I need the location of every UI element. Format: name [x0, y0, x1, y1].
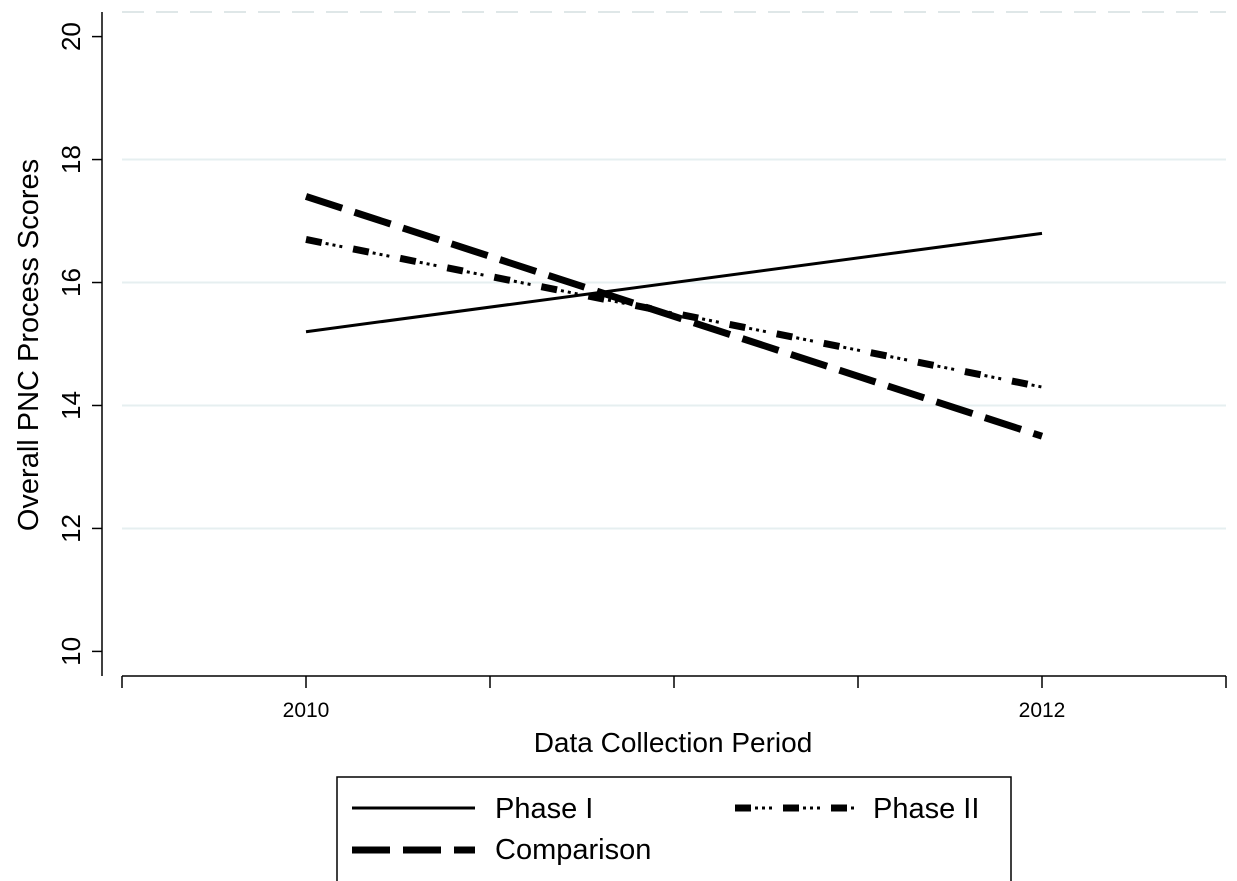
series-line-phase-i: [305, 231, 1043, 334]
series-lines: [304, 193, 1044, 440]
x-ticks: 2010 2012: [121, 676, 1227, 722]
y-ticks: 10 12 14 16 18 20: [56, 22, 102, 666]
grid-lines: [122, 11, 1226, 530]
x-tick-label: 2012: [1019, 699, 1066, 722]
y-tick-label: 18: [56, 145, 86, 174]
y-axis-title: Overall PNC Process Scores: [13, 159, 45, 531]
legend-box: [336, 776, 1012, 881]
legend-items: Phase I Phase II Comparison: [352, 793, 979, 866]
y-tick-label: 12: [56, 514, 86, 543]
x-tick-label: 2010: [283, 699, 330, 722]
legend-label-phase-i: Phase I: [495, 793, 593, 825]
series-line-phase-ii: [305, 236, 1043, 391]
legend: Phase I Phase II Comparison: [336, 776, 1012, 881]
y-tick-label: 14: [56, 391, 86, 420]
y-tick-label: 10: [56, 637, 86, 666]
series-line-phase-ii-dashes: [305, 236, 1043, 391]
series-line-phase-ii-dots: [305, 238, 1043, 389]
legend-label-comparison: Comparison: [495, 834, 651, 866]
series-line-comparison: [304, 193, 1044, 440]
legend-label-phase-ii: Phase II: [873, 793, 979, 825]
x-axis-title: Data Collection Period: [534, 727, 813, 758]
y-tick-label: 16: [56, 268, 86, 297]
y-tick-label: 20: [56, 22, 86, 51]
